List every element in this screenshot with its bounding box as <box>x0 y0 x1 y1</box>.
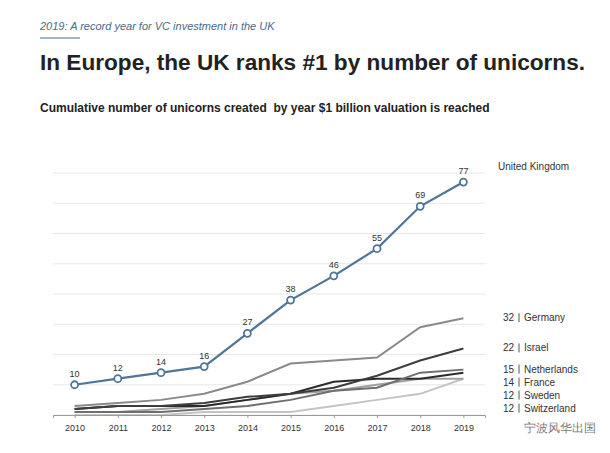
series-marker <box>201 363 208 370</box>
data-label: 38 <box>286 284 296 294</box>
data-label: 10 <box>70 369 80 379</box>
x-tick-label: 2014 <box>238 423 258 433</box>
series-marker <box>330 272 337 279</box>
legend: United Kingdom 32 Germany 22 Israel 15 Netherl… <box>498 161 578 414</box>
chart: 2019: A record year for VC investment in… <box>0 0 610 453</box>
legend-entry: 22 Israel <box>503 342 549 353</box>
grid-line <box>53 294 485 295</box>
x-tick-mark <box>377 415 378 418</box>
data-label: 12 <box>113 363 123 373</box>
x-tick-mark <box>118 415 119 418</box>
x-tick: 2011 <box>109 415 128 433</box>
x-tick-label: 2017 <box>367 423 387 433</box>
legend-value: 12 <box>503 403 515 414</box>
legend-name: Sweden <box>524 390 560 401</box>
series-marker <box>287 297 294 304</box>
grid-line <box>53 324 485 325</box>
legend-separator <box>519 404 520 413</box>
grid-line <box>53 233 485 234</box>
x-tick: 2014 <box>238 415 258 433</box>
grid-line <box>53 384 485 385</box>
title: In Europe, the UK ranks #1 by number of … <box>40 50 585 75</box>
series-marker <box>158 369 165 376</box>
x-tick-label: 2013 <box>195 423 215 433</box>
data-label: 55 <box>372 233 382 243</box>
x-tick: 2017 <box>367 415 387 433</box>
series-marker <box>114 375 121 382</box>
series-line <box>75 182 464 385</box>
grid-line <box>53 354 485 355</box>
x-axis-line <box>54 416 486 419</box>
x-tick-mark <box>334 415 335 418</box>
data-label: 46 <box>329 260 339 270</box>
legend-separator <box>519 343 520 352</box>
legend-separator <box>519 313 520 322</box>
watermark: 宁波风华出国 <box>524 421 596 435</box>
series-line <box>75 348 464 409</box>
x-tick-mark <box>204 415 205 418</box>
grid-line <box>53 263 485 264</box>
grid-line <box>53 173 485 174</box>
x-tick: 2010 <box>65 415 85 433</box>
x-tick: 2012 <box>151 415 171 433</box>
x-tick: 2013 <box>195 415 215 433</box>
legend-value: 12 <box>503 390 515 401</box>
legend-entry: 12 Switzerland <box>503 403 576 414</box>
x-axis: 2010 2011 2012 2013 2014 2015 2016 2017 2018 2019 <box>54 415 486 433</box>
data-labels: 10 12 14 16 27 38 46 55 69 77 <box>70 166 469 379</box>
legend-value: 14 <box>503 377 515 388</box>
x-tick-mark <box>247 415 248 418</box>
legend-value: 22 <box>503 342 515 353</box>
legend-name: Switzerland <box>524 403 576 414</box>
x-tick-mark <box>161 415 162 418</box>
x-tick: 2019 <box>454 415 474 433</box>
legend-name: Israel <box>524 342 548 353</box>
series-marker <box>374 245 381 252</box>
legend-entry: 12 Sweden <box>503 390 560 401</box>
x-tick: 2016 <box>324 415 344 433</box>
data-label: 14 <box>156 357 166 367</box>
x-tick: 2015 <box>281 415 301 433</box>
legend-name: United Kingdom <box>498 161 569 172</box>
series-line <box>75 318 464 406</box>
kicker: 2019: A record year for VC investment in… <box>39 20 275 32</box>
grid <box>53 173 485 415</box>
legend-separator <box>519 365 520 374</box>
x-tick-label: 2018 <box>411 423 431 433</box>
x-tick-label: 2012 <box>151 423 171 433</box>
x-tick-mark <box>291 415 292 418</box>
series-marker <box>71 381 78 388</box>
legend-entry: United Kingdom <box>498 161 569 172</box>
subtitle: Cumulative number of unicorns created by… <box>40 101 489 115</box>
legend-name: France <box>524 377 556 388</box>
x-tick-mark <box>463 415 464 418</box>
legend-value: 32 <box>503 312 515 323</box>
x-tick-mark <box>75 415 76 418</box>
legend-separator <box>519 391 520 400</box>
series-marker <box>417 203 424 210</box>
kicker-rule <box>40 38 80 39</box>
legend-entry: 32 Germany <box>503 312 565 323</box>
x-tick-mark <box>420 415 421 418</box>
data-label: 16 <box>199 351 209 361</box>
legend-value: 15 <box>503 364 515 375</box>
series-marker <box>460 179 467 186</box>
x-tick-label: 2015 <box>281 423 301 433</box>
legend-separator <box>519 378 520 387</box>
legend-entry: 15 Netherlands <box>503 364 578 375</box>
series-marker <box>244 330 251 337</box>
plot-area <box>71 179 467 415</box>
x-tick: 2018 <box>411 415 431 433</box>
x-tick-label: 2019 <box>454 423 474 433</box>
x-tick-label: 2011 <box>109 423 128 433</box>
x-tick-label: 2016 <box>324 423 344 433</box>
legend-name: Germany <box>524 312 565 323</box>
legend-entry: 14 France <box>503 377 556 388</box>
data-label: 27 <box>242 317 252 327</box>
x-tick-label: 2010 <box>65 423 85 433</box>
legend-name: Netherlands <box>524 364 578 375</box>
data-label: 69 <box>415 190 425 200</box>
data-label: 77 <box>458 166 468 176</box>
